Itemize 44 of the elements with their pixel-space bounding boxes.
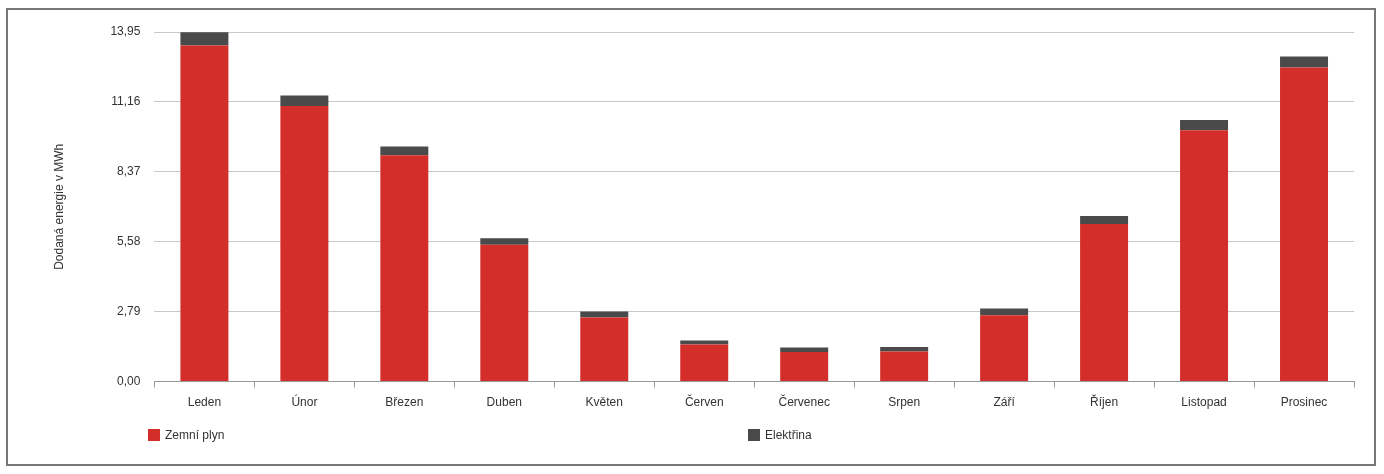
- bar: [1180, 130, 1229, 382]
- bar: [380, 146, 429, 156]
- bar: [580, 311, 629, 318]
- bar: [680, 344, 729, 382]
- y-tick-label: 2,79: [117, 303, 141, 318]
- legend-label: Zemní plyn: [165, 428, 225, 442]
- bar: [380, 155, 429, 382]
- x-tick-label: Leden: [187, 395, 222, 410]
- x-tick-label: Červen: [684, 394, 724, 410]
- bar: [1080, 223, 1129, 382]
- y-tick-label: 8,37: [117, 164, 141, 179]
- y-axis-title: Dodaná energie v MWh: [51, 143, 66, 270]
- bar: [880, 351, 929, 382]
- bar: [280, 95, 329, 106]
- x-tick-label: Říjen: [1090, 394, 1119, 410]
- y-tick-label: 0,00: [117, 373, 141, 388]
- bar: [1080, 215, 1129, 224]
- y-tick-label: 11,16: [111, 94, 141, 109]
- bar: [1280, 67, 1329, 382]
- x-tick-label: Listopad: [1181, 395, 1227, 410]
- x-tick-label: Prosinec: [1280, 395, 1328, 410]
- x-tick-label: Březen: [385, 395, 424, 410]
- x-tick-label: Srpen: [888, 395, 921, 410]
- bar: [880, 347, 929, 352]
- legend-label: Elektřina: [765, 428, 812, 442]
- bar: [480, 238, 529, 245]
- bar: [1280, 56, 1329, 68]
- x-tick-label: Únor: [291, 394, 318, 410]
- x-tick-label: Červenec: [778, 394, 830, 410]
- bar: [480, 244, 529, 382]
- x-tick-label: Duben: [486, 395, 522, 410]
- x-tick-label: Září: [993, 395, 1016, 410]
- bar: [1180, 119, 1229, 131]
- x-tick-label: Květen: [585, 395, 623, 410]
- bar: [280, 105, 329, 382]
- bar: [580, 317, 629, 382]
- y-tick-label: 13,95: [110, 24, 141, 39]
- bar: [180, 32, 229, 46]
- bar: [680, 340, 729, 345]
- bar: [180, 45, 229, 382]
- bar: [980, 308, 1029, 316]
- bar: [780, 352, 829, 382]
- y-tick-label: 5,58: [117, 234, 141, 249]
- bar: [980, 315, 1029, 382]
